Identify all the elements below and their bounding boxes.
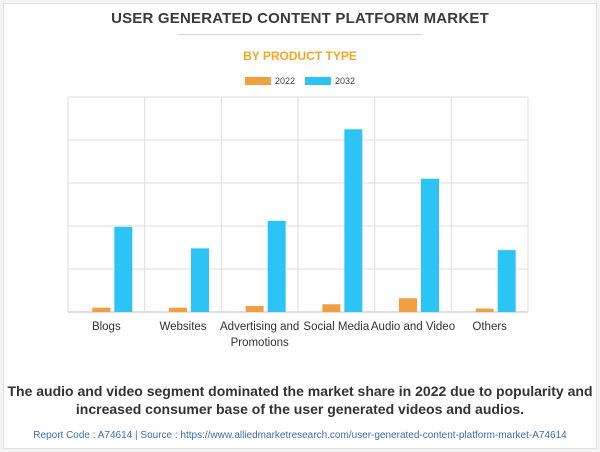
x-tick-label-4-0: Audio and Video <box>371 321 455 333</box>
x-tick-label-1-0: Websites <box>159 321 206 333</box>
x-tick-label-5-0: Others <box>472 321 507 333</box>
bar-2022-2 <box>245 305 264 312</box>
x-tick-label-2-1: Promotions <box>231 337 289 349</box>
bar-chart: Blogs Websites Advertising and Promotions So… <box>67 96 529 349</box>
x-tick-label-2-0: Advertising and <box>220 321 299 333</box>
legend-swatch-2032 <box>305 77 331 85</box>
bar-2022-4 <box>399 298 417 312</box>
bar-2032-1 <box>191 248 209 312</box>
bar-2032-2 <box>267 220 286 312</box>
title-divider <box>178 34 422 35</box>
chart-note-line-2: increased consumer base of the user gene… <box>75 401 525 417</box>
bar-2022-1 <box>169 307 187 312</box>
bar-2022-5 <box>475 308 494 312</box>
x-tick-label-0-0: Blogs <box>92 321 121 333</box>
chart-subtitle: BY PRODUCT TYPE <box>243 49 357 63</box>
bar-2032-4 <box>421 178 439 312</box>
bar-2032-0 <box>114 226 133 312</box>
legend-item-2032: 2032 <box>305 76 355 86</box>
legend-swatch-2022 <box>244 77 271 85</box>
bar-2022-0 <box>92 307 111 312</box>
chart-note-line-1: The audio and video segment dominated th… <box>7 383 593 399</box>
legend-label-2032: 2032 <box>335 76 356 86</box>
x-tick-label-3-0: Social Media <box>303 321 369 333</box>
chart-title: USER GENERATED CONTENT PLATFORM MARKET <box>111 10 489 27</box>
legend-item-2022: 2022 <box>244 76 295 86</box>
bar-2032-5 <box>497 250 516 312</box>
bar-2032-3 <box>344 129 363 312</box>
bar-2022-3 <box>322 304 341 312</box>
chart-note: The audio and video segment dominated th… <box>0 382 600 418</box>
legend-label-2022: 2022 <box>274 76 295 86</box>
source-footer[interactable]: Report Code : A74614 | Source : https://… <box>33 430 567 441</box>
legend: 2022 2032 <box>0 76 600 86</box>
